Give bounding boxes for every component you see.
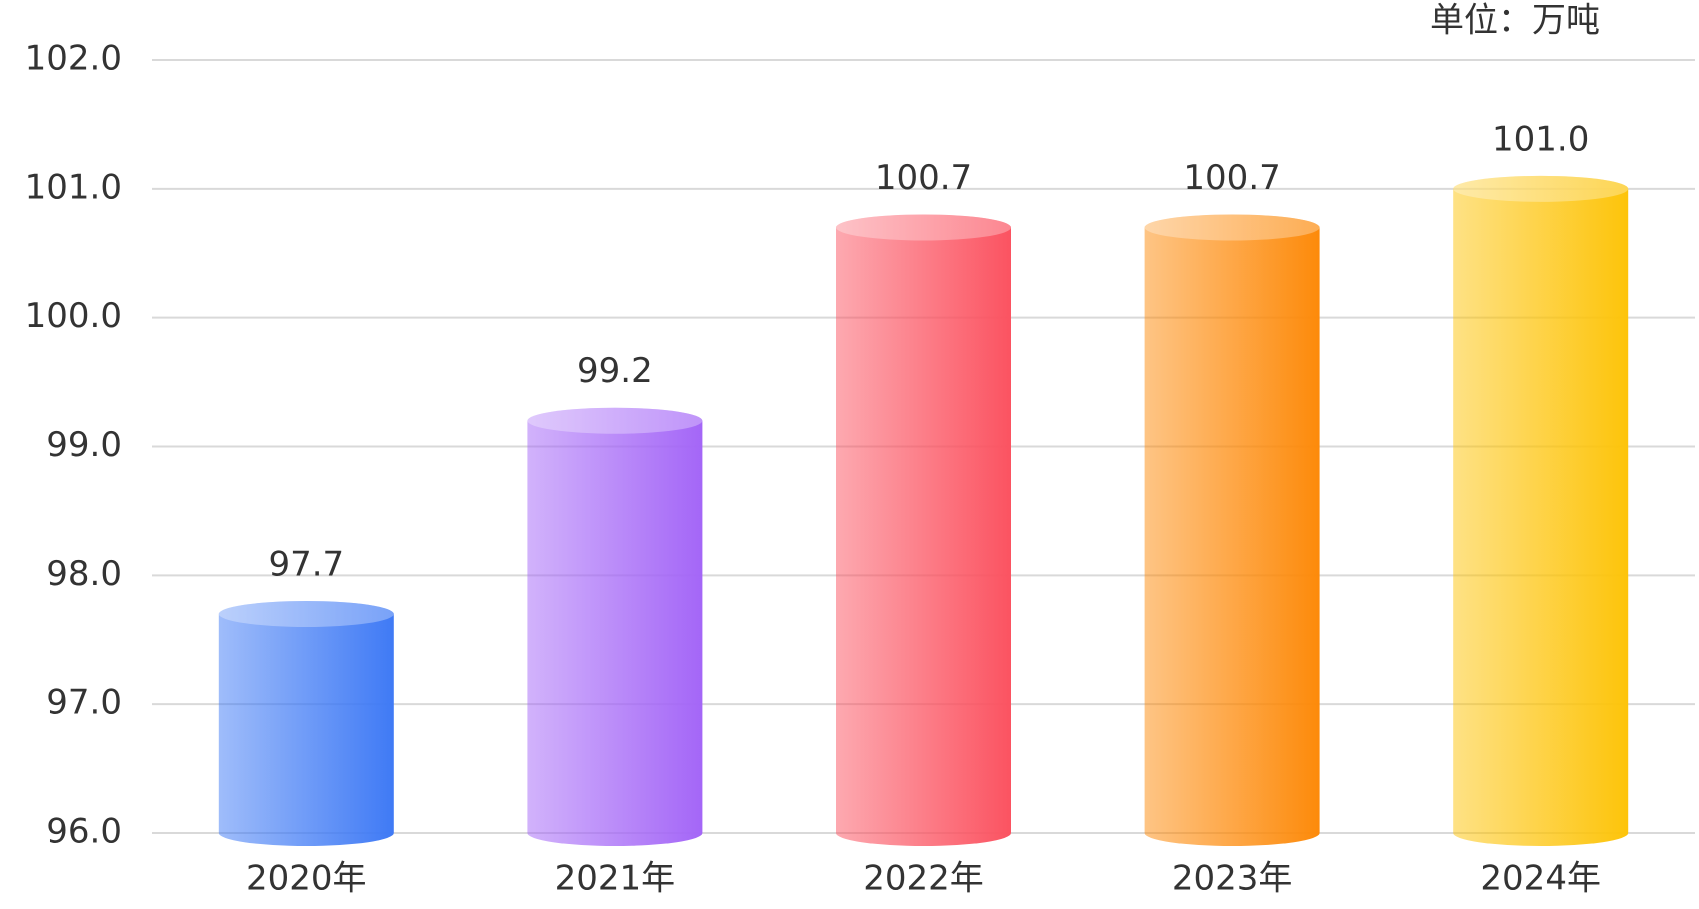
bar xyxy=(218,600,394,846)
value-label: 97.7 xyxy=(268,544,344,584)
bar-top xyxy=(218,600,394,627)
bar-top xyxy=(1453,175,1629,202)
x-tick-label: 2023年 xyxy=(1172,859,1293,899)
bar-top xyxy=(1144,214,1320,241)
unit-label: 单位：万吨 xyxy=(1430,1,1600,41)
x-tick-label: 2021年 xyxy=(555,859,676,899)
y-tick-label: 98.0 xyxy=(46,554,122,594)
x-tick-label: 2020年 xyxy=(246,859,367,899)
x-tick-label: 2024年 xyxy=(1480,859,1601,899)
bar-top xyxy=(527,407,703,434)
value-label: 100.7 xyxy=(875,158,972,198)
bar xyxy=(527,407,703,847)
value-label: 100.7 xyxy=(1183,158,1280,198)
x-tick-label: 2022年 xyxy=(863,859,984,899)
y-tick-label: 99.0 xyxy=(46,425,122,465)
bar xyxy=(1453,175,1629,847)
value-label: 101.0 xyxy=(1492,119,1589,159)
bar-top xyxy=(836,214,1011,241)
y-tick-label: 100.0 xyxy=(25,296,122,336)
y-tick-label: 97.0 xyxy=(46,683,122,723)
y-tick-label: 96.0 xyxy=(46,812,122,852)
y-tick-label: 102.0 xyxy=(25,39,122,79)
bar xyxy=(836,214,1011,847)
bar xyxy=(1144,214,1320,847)
value-label: 99.2 xyxy=(577,351,653,391)
y-tick-label: 101.0 xyxy=(25,167,122,207)
